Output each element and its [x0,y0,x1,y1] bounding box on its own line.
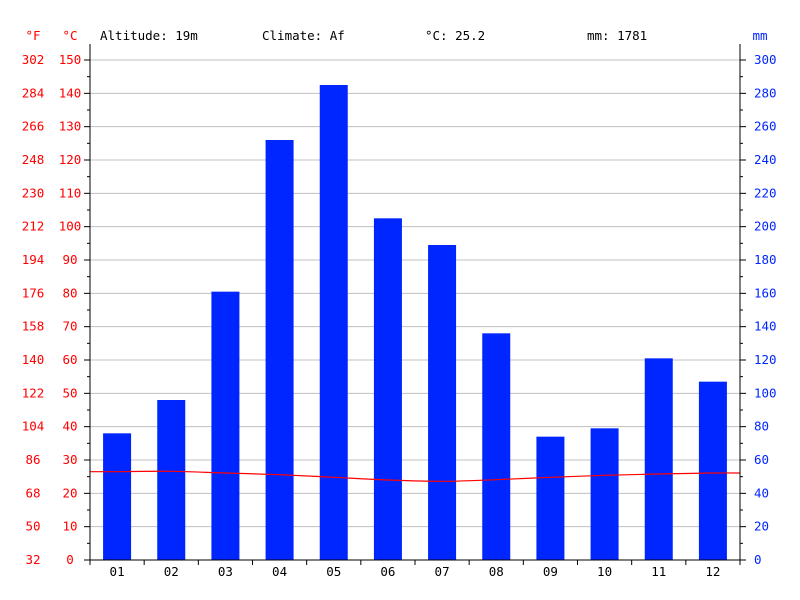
month-label: 10 [597,564,612,579]
precip-bar [428,245,457,560]
celsius-tick-label: 20 [62,485,77,500]
celsius-tick-label: 80 [62,285,77,300]
celsius-tick-label: 120 [59,152,82,167]
fahrenheit-tick-label: 32 [25,552,40,567]
fahrenheit-tick-label: 50 [25,519,40,534]
fahrenheit-tick-label: 68 [25,485,40,500]
precip-bar [319,85,348,560]
precip-bar [373,218,402,561]
fahrenheit-tick-label: 212 [22,219,45,234]
precip-tick-label: 300 [754,52,777,67]
month-label: 01 [110,564,125,579]
celsius-tick-label: 50 [62,385,77,400]
precip-bar [536,436,565,560]
precip-bar [590,428,619,560]
precip-tick-label: 260 [754,119,777,134]
fahrenheit-tick-label: 194 [22,252,45,267]
celsius-tick-label: 90 [62,252,77,267]
avg-temp-label: °C: 25.2 [425,28,485,43]
celsius-tick-label: 0 [66,552,74,567]
precip-tick-label: 220 [754,185,777,200]
celsius-unit-label: °C [62,28,77,43]
celsius-tick-label: 70 [62,319,77,334]
celsius-tick-label: 40 [62,419,77,434]
month-label: 06 [380,564,395,579]
precip-unit-label: mm [752,28,767,43]
precip-bar [698,381,727,560]
month-label: 12 [705,564,720,579]
fahrenheit-tick-label: 158 [22,319,45,334]
gridlines [90,59,740,528]
celsius-tick-label: 60 [62,352,77,367]
fahrenheit-tick-label: 86 [25,452,40,467]
celsius-tick-label: 110 [59,185,82,200]
altitude-label: Altitude: 19m [100,28,198,43]
precip-tick-label: 100 [754,385,777,400]
precip-tick-label: 280 [754,85,777,100]
month-label: 11 [651,564,666,579]
celsius-tick-label: 140 [59,85,82,100]
precip-tick-label: 180 [754,252,777,267]
precip-tick-label: 120 [754,352,777,367]
precip-tick-label: 20 [754,519,769,534]
fahrenheit-tick-label: 230 [22,185,45,200]
precip-bar [157,400,186,560]
temperature-line [89,470,741,482]
month-label: 02 [164,564,179,579]
month-label: 07 [435,564,450,579]
celsius-tick-label: 10 [62,519,77,534]
axes [89,44,741,561]
fahrenheit-tick-label: 284 [22,85,45,100]
fahrenheit-unit-label: °F [25,28,40,43]
climate-label: Climate: Af [262,28,345,43]
precip-bar [211,291,240,560]
celsius-tick-label: 130 [59,119,82,134]
precipitation-bars [103,85,727,561]
celsius-tick-label: 100 [59,219,82,234]
month-label: 08 [489,564,504,579]
fahrenheit-tick-label: 248 [22,152,45,167]
precip-bar [482,333,511,560]
precip-tick-label: 240 [754,152,777,167]
month-label: 09 [543,564,558,579]
precip-tick-label: 40 [754,485,769,500]
precip-tick-label: 200 [754,219,777,234]
month-label: 03 [218,564,233,579]
precip-tick-label: 140 [754,319,777,334]
precip-tick-label: 80 [754,419,769,434]
precip-bar [103,433,132,560]
precip-tick-label: 60 [754,452,769,467]
month-label: 05 [326,564,341,579]
precip-tick-label: 0 [754,552,762,567]
celsius-tick-label: 30 [62,452,77,467]
month-label: 04 [272,564,287,579]
fahrenheit-tick-label: 140 [22,352,45,367]
temperature-line-group [89,470,741,482]
celsius-tick-label: 150 [59,52,82,67]
precip-bar [265,140,294,560]
fahrenheit-tick-label: 104 [22,419,45,434]
annual-precip-label: mm: 1781 [587,28,647,43]
precip-bar [644,358,673,560]
fahrenheit-tick-label: 122 [22,385,45,400]
fahrenheit-tick-label: 266 [22,119,45,134]
fahrenheit-tick-label: 176 [22,285,45,300]
precip-tick-label: 160 [754,285,777,300]
fahrenheit-tick-label: 302 [22,52,45,67]
